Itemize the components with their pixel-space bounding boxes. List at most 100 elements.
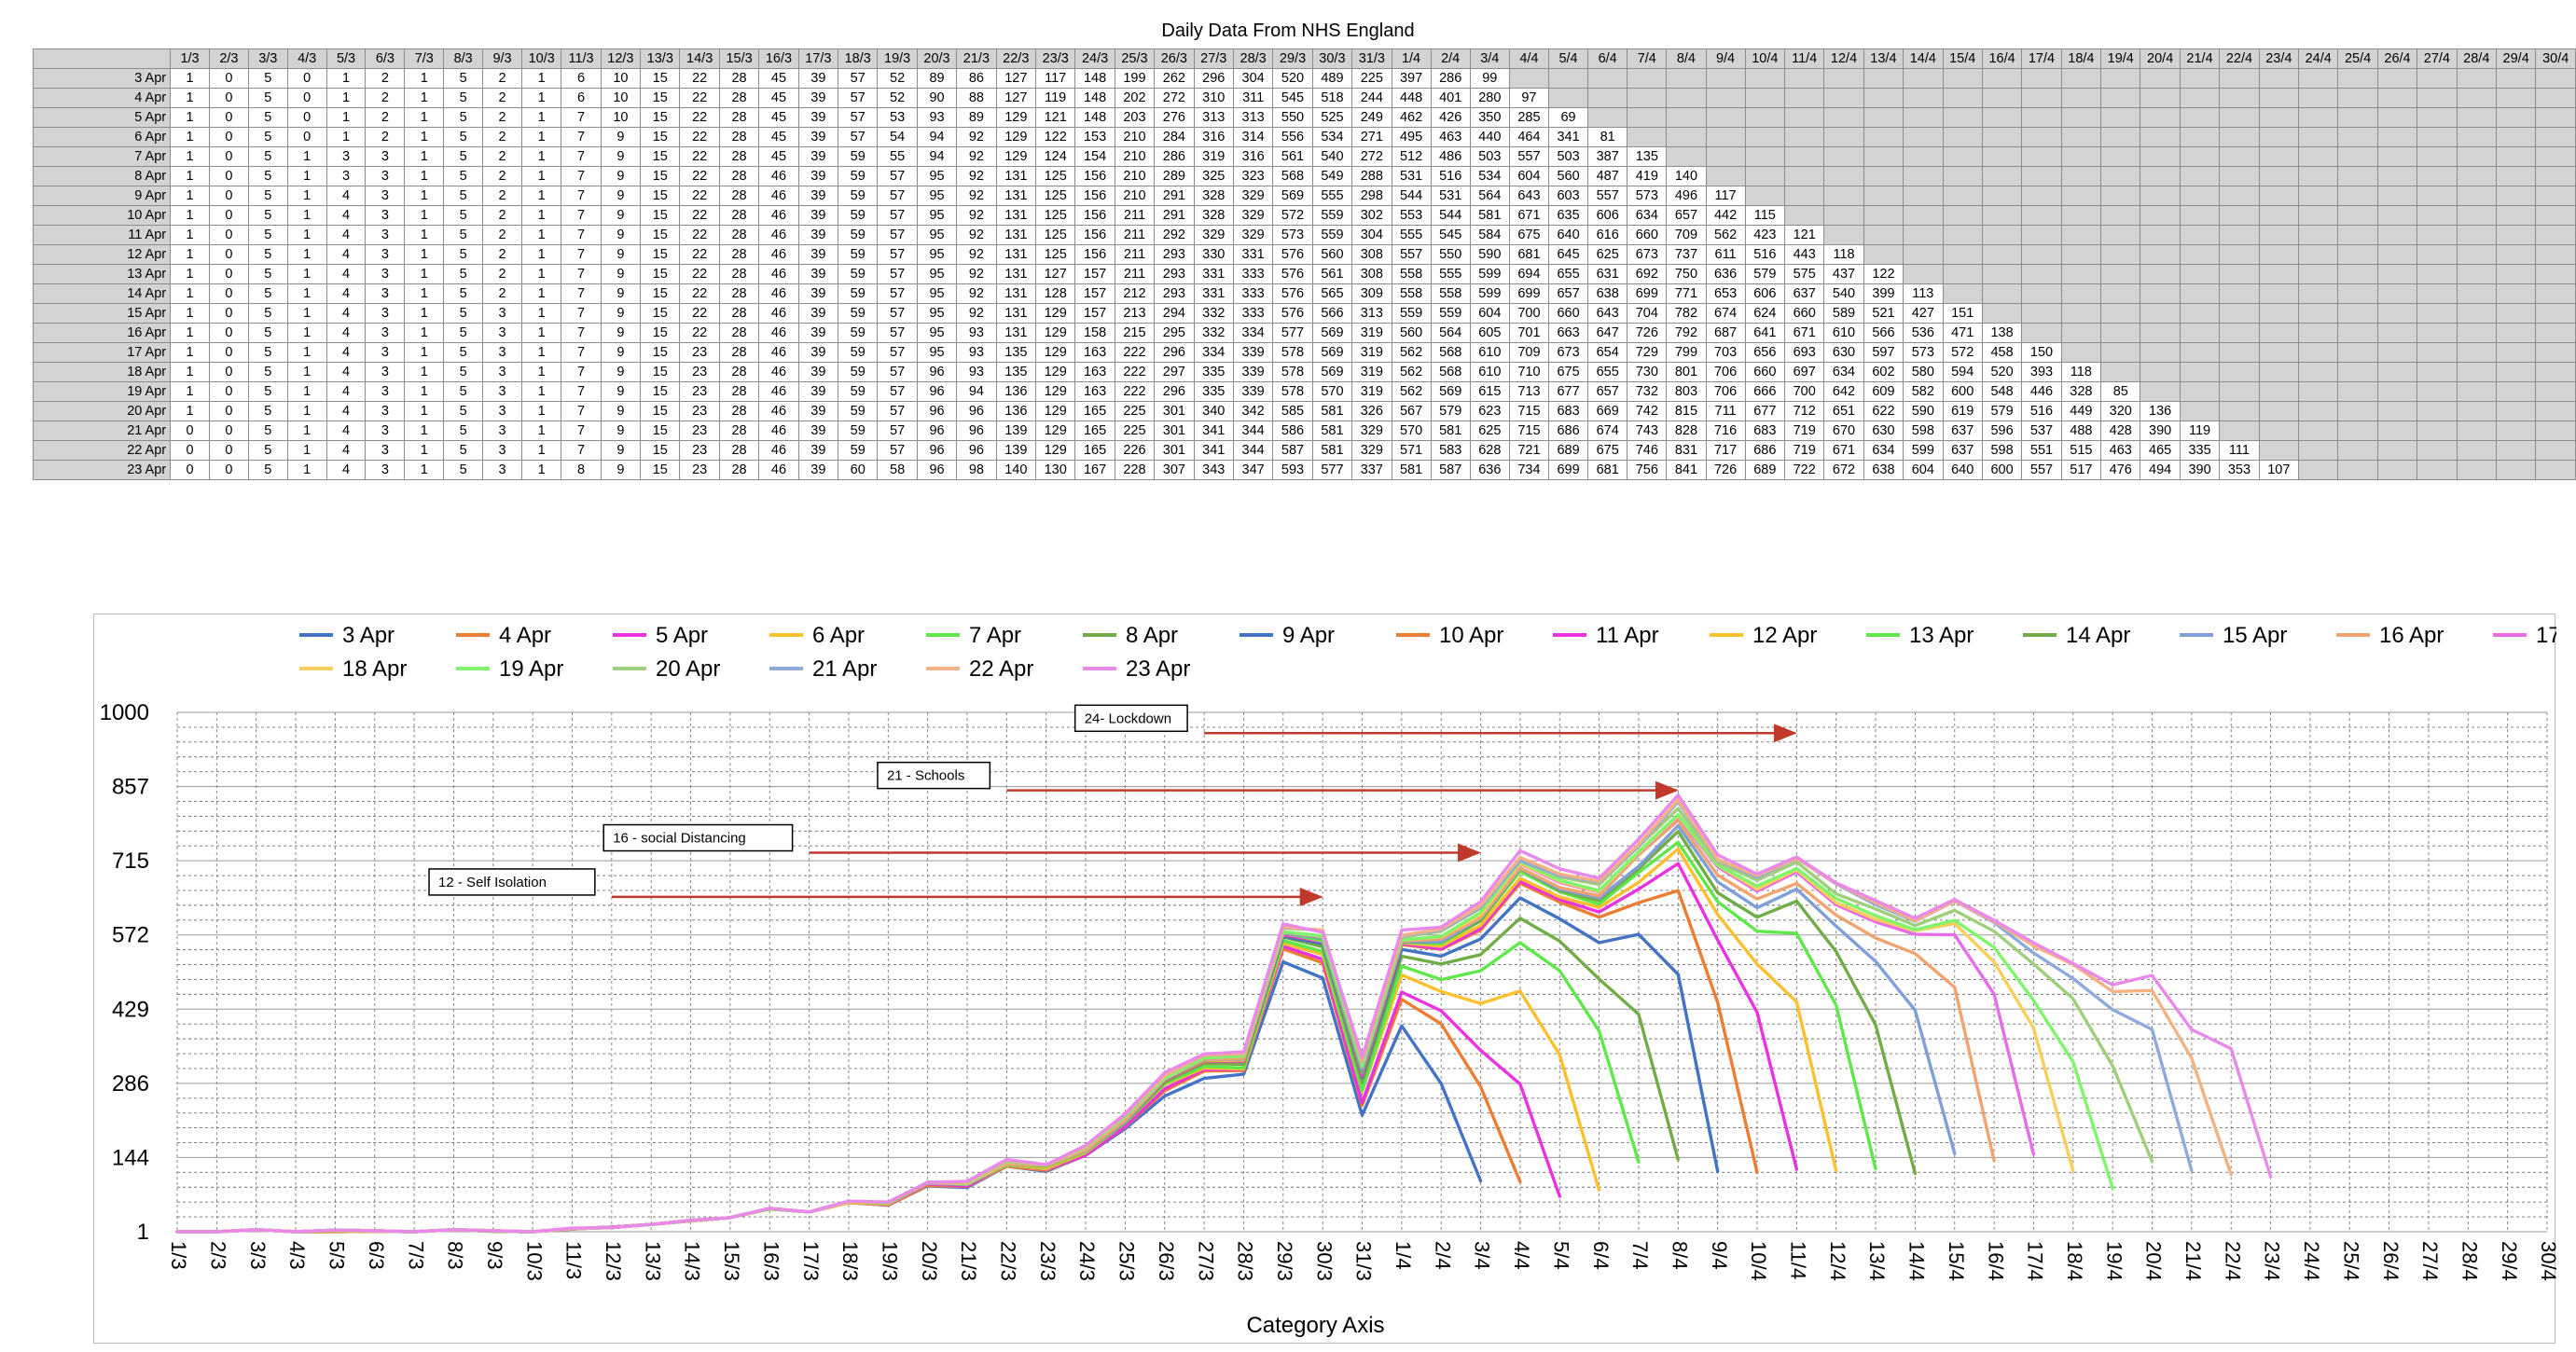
table-cell: 1 (404, 303, 445, 324)
table-cell-empty (2495, 342, 2537, 363)
table-cell: 495 (1391, 127, 1432, 147)
table-cell-empty (2060, 264, 2102, 284)
table-cell: 107 (2258, 460, 2300, 480)
table-cell-empty (2417, 401, 2458, 421)
table-cell: 94 (956, 381, 997, 402)
table-cell: 1 (404, 68, 445, 89)
table-cell: 5 (247, 146, 288, 167)
table-cell-empty (2417, 107, 2458, 128)
table-cell: 129 (1034, 401, 1076, 421)
table-cell: 1 (520, 127, 562, 147)
table-cell: 59 (838, 244, 879, 265)
table-cell: 39 (797, 225, 839, 245)
table-cell: 704 (1627, 303, 1668, 324)
table-cell: 129 (1034, 303, 1076, 324)
table-cell: 156 (1074, 186, 1115, 206)
table-cell: 121 (1784, 225, 1825, 245)
table-cell: 553 (1391, 205, 1432, 226)
table-cell: 569 (1272, 186, 1313, 206)
table-cell: 131 (995, 264, 1036, 284)
table-cell: 92 (956, 166, 997, 186)
table-cell: 328 (1193, 186, 1234, 206)
column-header: 10/3 (520, 48, 562, 69)
table-cell-empty (2100, 205, 2141, 226)
table-cell: 426 (1430, 107, 1471, 128)
table-cell: 544 (1430, 205, 1471, 226)
table-cell: 22 (679, 244, 720, 265)
y-tick-label: 286 (112, 1071, 149, 1097)
table-cell: 57 (877, 283, 918, 304)
table-cell: 4 (325, 244, 367, 265)
table-cell: 150 (2021, 342, 2062, 363)
table-cell: 301 (1154, 401, 1195, 421)
table-cell-empty (2140, 342, 2181, 363)
table-cell-empty (2456, 283, 2497, 304)
table-cell: 1 (404, 146, 445, 167)
table-cell: 15 (640, 244, 681, 265)
table-cell-empty (2258, 107, 2300, 128)
legend-label: 5 Apr (656, 623, 708, 648)
table-cell-empty (2337, 440, 2378, 461)
table-cell-empty (2376, 244, 2418, 265)
table-cell: 10 (600, 107, 642, 128)
table-cell: 45 (758, 107, 799, 128)
table-cell-empty (2535, 186, 2576, 206)
table-cell-empty (2535, 460, 2576, 480)
table-cell-empty (2258, 225, 2300, 245)
table-cell-empty (2376, 264, 2418, 284)
table-cell: 5 (443, 421, 484, 441)
table-cell: 0 (208, 342, 249, 363)
table-cell: 0 (208, 205, 249, 226)
table-cell: 1 (286, 362, 327, 382)
legend-label: 4 Apr (499, 623, 551, 648)
table-cell: 675 (1587, 440, 1628, 461)
table-cell-empty (2337, 225, 2378, 245)
legend-label: 14 Apr (2066, 623, 2130, 648)
table-cell: 1 (286, 205, 327, 226)
table-cell: 45 (758, 127, 799, 147)
table-cell: 583 (1430, 440, 1471, 461)
table-cell: 328 (2060, 381, 2102, 402)
table-cell: 57 (877, 421, 918, 441)
table-cell: 640 (1942, 460, 1983, 480)
table-cell: 39 (797, 440, 839, 461)
table-cell: 600 (1981, 460, 2023, 480)
table-cell: 9 (600, 440, 642, 461)
table-cell: 59 (838, 421, 879, 441)
table-cell: 1 (520, 323, 562, 343)
table-cell: 625 (1469, 421, 1510, 441)
x-tick-label: 8/4 (1668, 1241, 1691, 1270)
table-cell: 7 (561, 146, 602, 167)
table-cell: 647 (1587, 323, 1628, 343)
table-cell: 59 (838, 146, 879, 167)
table-cell-empty (1784, 88, 1825, 108)
table-cell-empty (2417, 440, 2458, 461)
table-cell: 15 (640, 68, 681, 89)
x-tick-label: 3/4 (1471, 1241, 1494, 1270)
table-cell: 46 (758, 186, 799, 206)
table-cell: 7 (561, 342, 602, 363)
table-cell-empty (2140, 244, 2181, 265)
x-tick-label: 27/3 (1194, 1241, 1217, 1281)
table-cell: 715 (1508, 401, 1550, 421)
table-cell: 22 (679, 323, 720, 343)
table-cell: 1 (520, 186, 562, 206)
column-header: 2/3 (208, 48, 249, 69)
table-cell: 23 (679, 342, 720, 363)
table-cell: 3 (365, 460, 406, 480)
table-cell: 96 (956, 401, 997, 421)
table-cell-empty (2417, 323, 2458, 343)
table-cell: 489 (1311, 68, 1353, 89)
table-cell-empty (2495, 166, 2537, 186)
table-cell: 5 (247, 225, 288, 245)
table-cell: 9 (600, 225, 642, 245)
annotation-label: 21 - Schools (887, 768, 964, 784)
table-cell: 22 (679, 264, 720, 284)
table-cell: 1 (286, 225, 327, 245)
table-cell-empty (1863, 127, 1904, 147)
series-line (175, 847, 1838, 1234)
legend-label: 15 Apr (2223, 623, 2287, 648)
table-cell: 2 (482, 186, 522, 206)
column-header: 28/3 (1232, 48, 1274, 69)
table-cell: 28 (718, 323, 760, 343)
